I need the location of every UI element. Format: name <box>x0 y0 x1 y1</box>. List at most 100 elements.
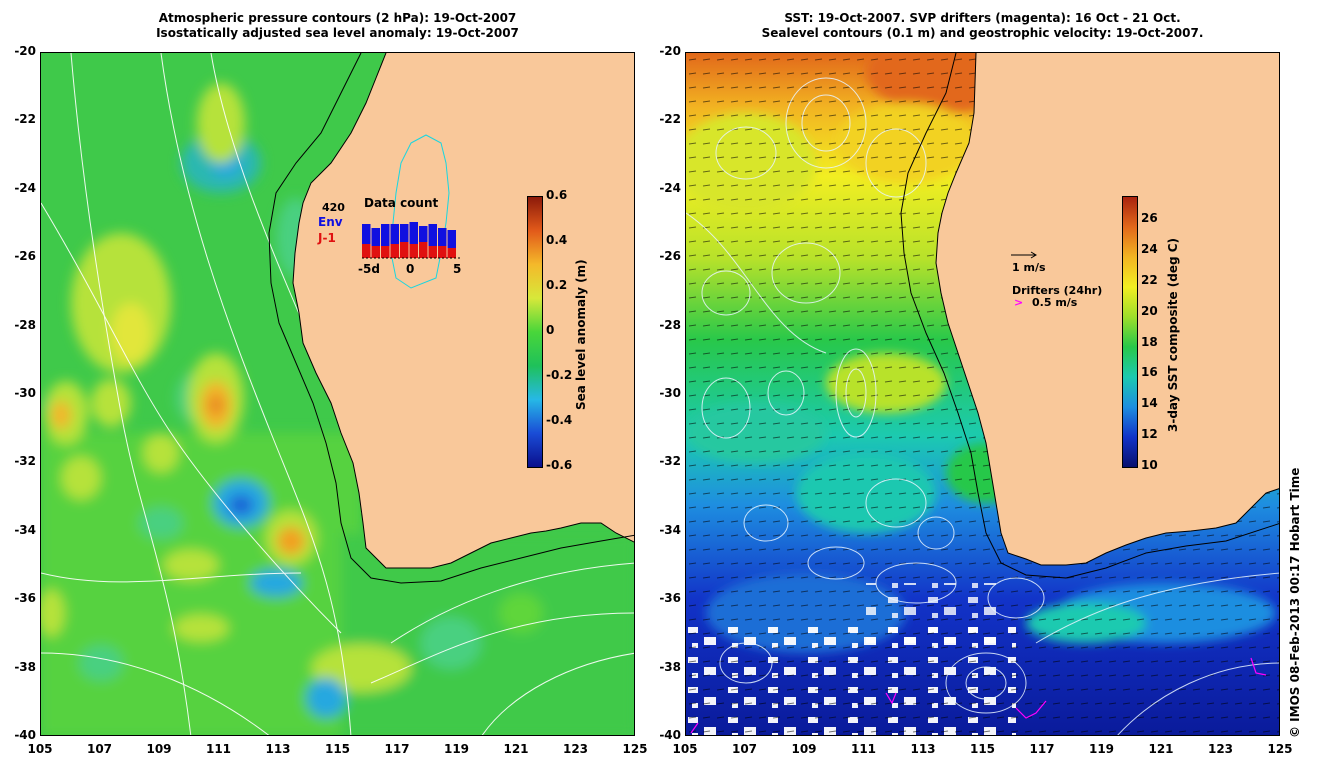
land-mass <box>293 53 634 568</box>
right_panel.colorbar-tick: 22 <box>1141 272 1158 287</box>
y-tick-label: -20 <box>659 44 681 58</box>
inset-bar-env <box>438 228 447 246</box>
y-tick-label: -26 <box>14 249 36 264</box>
inset-bar-env <box>409 222 418 244</box>
inset-count: 420 <box>322 201 345 214</box>
left_panel.colorbar-tick: 0.2 <box>546 278 568 292</box>
right-title-line2: Sealevel contours (0.1 m) and geostrophi… <box>761 26 1204 40</box>
y-tick-label: -20 <box>14 44 36 58</box>
data-count-inset <box>362 222 460 259</box>
inset-bars <box>362 222 456 258</box>
sst-map <box>685 52 1280 736</box>
right-title: SST: 19-Oct-2007. SVP drifters (magenta)… <box>685 11 1280 41</box>
inset-bar-j1 <box>362 244 371 258</box>
x-tick-label: 105 <box>672 742 698 756</box>
y-tick-label: -22 <box>659 112 681 127</box>
sst-map-svg <box>686 53 1279 735</box>
left-title-line2: Isostatically adjusted sea level anomaly… <box>156 26 519 40</box>
x-tick-label: 125 <box>622 742 648 756</box>
velocity-scale-label: 1 m/s <box>1012 261 1046 274</box>
inset-bar-env <box>390 224 399 244</box>
x-tick-label: 115 <box>969 742 996 756</box>
inset-bar-env <box>428 224 437 246</box>
sst-colorbar <box>1122 196 1138 468</box>
inset-bar-j1 <box>447 248 456 258</box>
left_panel.colorbar-tick: 0 <box>546 323 555 337</box>
inset-bar-env <box>381 224 390 246</box>
inset-bar-env <box>419 226 428 242</box>
x-tick-label: 107 <box>731 742 758 756</box>
sea-level-colorbar <box>527 196 543 468</box>
y-tick-label: -32 <box>659 454 681 469</box>
velocity-scale-arrow <box>1011 251 1037 259</box>
sst-shelf-contour <box>900 53 1279 579</box>
left_panel.colorbar-tick: -0.4 <box>546 413 573 427</box>
drifter-legend-marker: > <box>1014 296 1024 309</box>
drifter-legend-value: 0.5 m/s <box>1032 296 1078 309</box>
inset-env-label: Env <box>318 215 343 229</box>
x-tick-label: 113 <box>910 742 936 756</box>
y-tick-label: -30 <box>14 386 36 400</box>
right_panel.colorbar-tick: 20 <box>1141 303 1158 318</box>
inset-bar-env <box>400 224 409 242</box>
x-tick-label: 109 <box>146 742 172 756</box>
y-tick-label: -32 <box>14 454 36 469</box>
y-tick-label: -30 <box>659 386 681 400</box>
x-tick-label: 123 <box>562 742 589 756</box>
inset-bar-j1 <box>438 246 447 258</box>
sst-colorbar-label: 3-day SST composite (deg C) <box>1166 237 1180 432</box>
y-tick-label: -28 <box>659 317 681 332</box>
inset-bar-j1 <box>381 246 390 258</box>
shelf-contour <box>268 53 634 584</box>
coastline <box>292 53 634 569</box>
credit-text: © IMOS 08-Feb-2013 00:17 Hobart Time <box>1288 467 1302 738</box>
y-tick-label: -36 <box>659 591 681 606</box>
x-tick-label: 111 <box>850 742 877 756</box>
x-tick-label: 111 <box>205 742 232 756</box>
data-region-outline <box>390 134 450 289</box>
inset-bar-env <box>371 228 380 246</box>
y-tick-label: -38 <box>14 659 36 674</box>
x-tick-label: 107 <box>86 742 113 756</box>
left-title-line1: Atmospheric pressure contours (2 hPa): 1… <box>158 11 517 25</box>
x-tick-label: 121 <box>1148 742 1174 756</box>
sea-level-colorbar-label: Sea level anomaly (m) <box>574 259 588 410</box>
y-tick-label: -24 <box>14 180 36 195</box>
inset-xlabel-left: -5d <box>358 262 380 276</box>
left_panel.colorbar-tick: 0.6 <box>546 188 568 202</box>
sealevel-contours <box>686 77 1279 735</box>
x-tick-label: 109 <box>791 742 817 756</box>
right_panel.colorbar-tick: 16 <box>1141 365 1158 380</box>
drifter-tracks <box>690 657 1267 734</box>
sea-level-map-svg <box>41 53 634 735</box>
y-tick-label: -36 <box>14 591 36 606</box>
left_panel.colorbar-tick: -0.6 <box>546 458 573 472</box>
y-tick-label: -24 <box>659 180 681 195</box>
right_panel.colorbar-tick: 10 <box>1141 458 1158 472</box>
x-tick-label: 105 <box>27 742 53 756</box>
inset-bar-env <box>447 230 456 248</box>
inset-j1-label: J-1 <box>318 231 336 245</box>
inset-bar-j1 <box>428 246 437 258</box>
x-tick-label: 125 <box>1267 742 1293 756</box>
left-title: Atmospheric pressure contours (2 hPa): 1… <box>40 11 635 41</box>
x-tick-label: 119 <box>1088 742 1115 756</box>
y-tick-label: -34 <box>659 522 681 537</box>
inset-bar-j1 <box>371 246 380 258</box>
x-tick-label: 117 <box>1029 742 1055 756</box>
y-tick-label: -26 <box>659 249 681 264</box>
inset-bar-j1 <box>419 242 428 258</box>
y-tick-label: -38 <box>659 659 681 674</box>
x-tick-label: 115 <box>324 742 351 756</box>
y-tick-label: -40 <box>659 728 681 742</box>
right_panel.colorbar-tick: 18 <box>1141 334 1158 349</box>
sea-level-map <box>40 52 635 736</box>
inset-bar-j1 <box>400 242 409 258</box>
right_panel.colorbar-tick: 12 <box>1141 427 1158 442</box>
inset-bar-j1 <box>409 244 418 258</box>
inset-xlabel-mid: 0 <box>406 262 415 276</box>
left_panel.colorbar-tick: -0.2 <box>546 368 573 382</box>
x-tick-label: 117 <box>384 742 410 756</box>
inset-bar-env <box>362 224 371 244</box>
